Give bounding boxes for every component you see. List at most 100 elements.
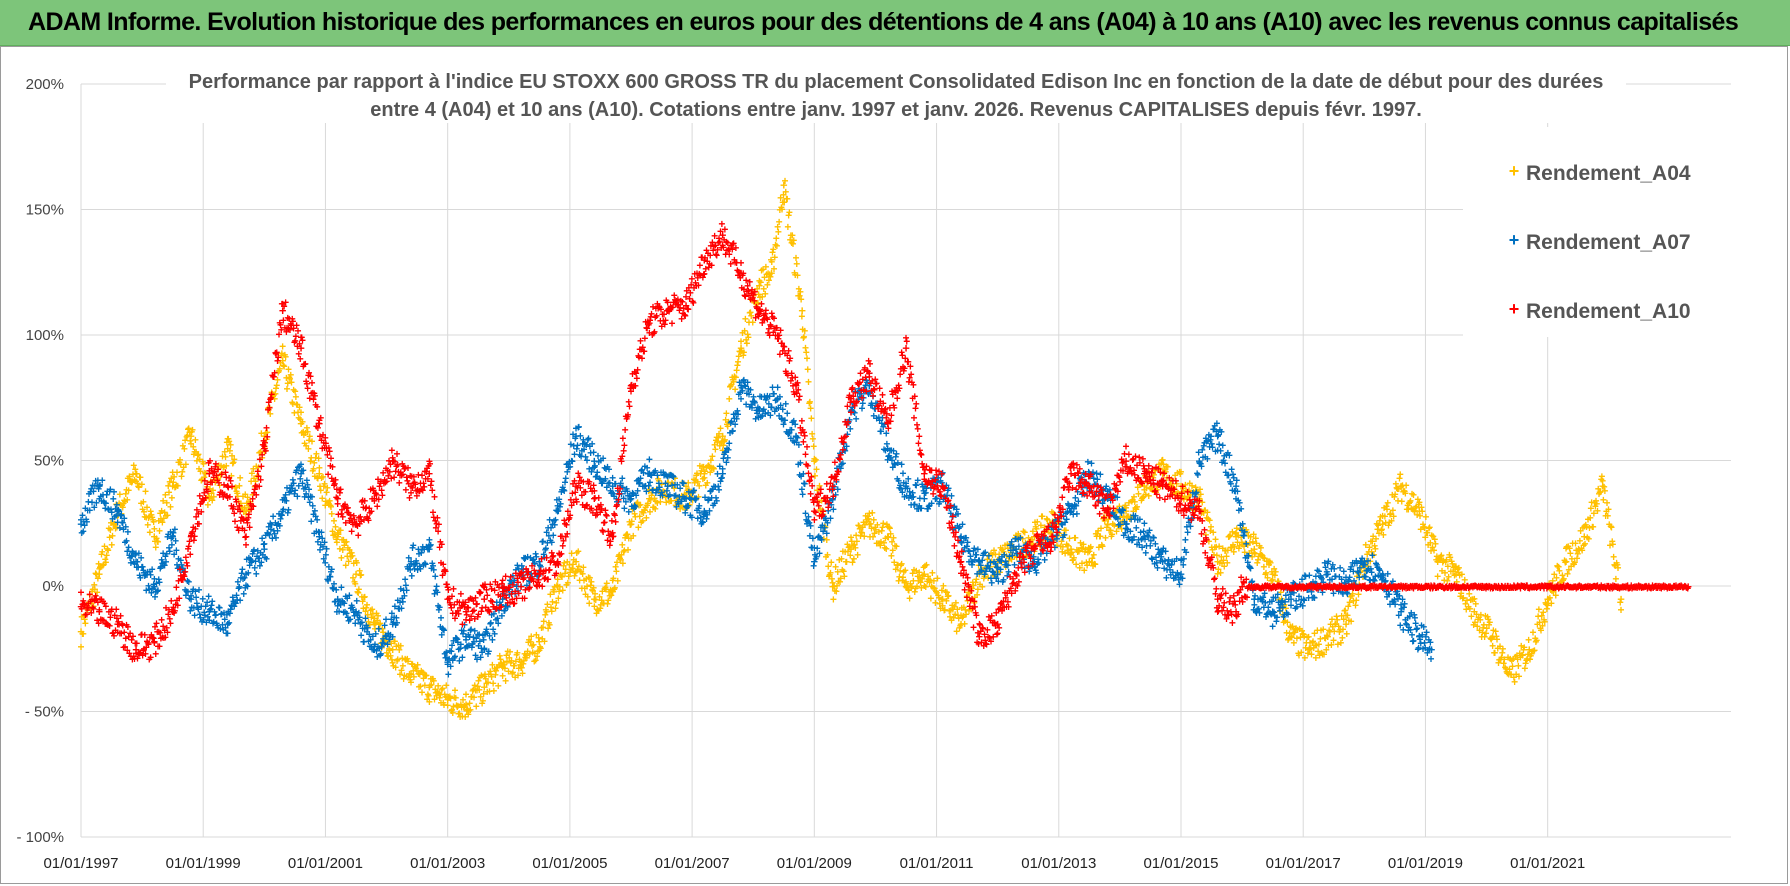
scatter-mark-Rendement_A04-1153: + <box>923 558 930 572</box>
scatter-mark-Rendement_A04-259: + <box>267 392 274 406</box>
scatter-mark-Rendement_A04-166: + <box>199 455 206 469</box>
scatter-mark-Rendement_A04-264: + <box>271 392 278 406</box>
point-Rendement_A04-85: + <box>1617 592 1625 607</box>
scatter-mark-Rendement_A04-69: + <box>128 476 135 490</box>
scatter-mark-Rendement_A04-81: + <box>137 471 144 485</box>
scatter-mark-Rendement_A04-1060: + <box>855 518 862 532</box>
scatter-mark-Rendement_A04-445: + <box>404 652 411 666</box>
scatter-mark-Rendement_A04-291: + <box>291 406 298 420</box>
scatter-mark-Rendement_A04-1389: + <box>1096 529 1103 543</box>
scatter-mark-Rendement_A04-298: + <box>296 401 303 415</box>
scatter-mark-Rendement_A04-140: + <box>180 461 187 475</box>
point-Rendement_A04-67: + <box>1287 629 1295 644</box>
scatter-mark-Rendement_A04-584: + <box>506 651 513 665</box>
scatter-mark-Rendement_A04-266: + <box>273 381 280 395</box>
scatter-mark-Rendement_A04-139: + <box>179 439 186 453</box>
scatter-mark-Rendement_A04-910: + <box>745 330 752 344</box>
scatter-mark-Rendement_A04-1209: + <box>964 594 971 608</box>
scatter-mark-Rendement_A04-1275: + <box>1012 529 1019 543</box>
scatter-mark-Rendement_A04-913: + <box>747 305 754 319</box>
scatter-mark-Rendement_A04-1226: + <box>977 577 984 591</box>
scatter-mark-Rendement_A04-233: + <box>248 466 255 480</box>
scatter-mark-Rendement_A04-229: + <box>245 495 252 509</box>
scatter-mark-Rendement_A04-473: + <box>424 687 431 701</box>
point-Rendement_A04-40: + <box>798 303 806 318</box>
scatter-mark-Rendement_A04-759: + <box>634 496 641 510</box>
scatter-mark-Rendement_A04-1301: + <box>1032 515 1039 529</box>
scatter-mark-Rendement_A04-173: + <box>204 498 211 512</box>
scatter-mark-Rendement_A04-61: + <box>122 487 129 501</box>
scatter-mark-Rendement_A07-1582: + <box>1238 502 1245 516</box>
scatter-mark-Rendement_A04-931: + <box>760 282 767 296</box>
scatter-mark-Rendement_A04-1396: + <box>1101 514 1108 528</box>
scatter-mark-Rendement_A04-877: + <box>721 434 728 448</box>
scatter-mark-Rendement_A04-1305: + <box>1034 531 1041 545</box>
scatter-mark-Rendement_A10-726: + <box>610 529 617 543</box>
scatter-mark-Rendement_A04-1334: + <box>1056 527 1063 541</box>
scatter-mark-Rendement_A04-1279: + <box>1015 529 1022 543</box>
scatter-mark-Rendement_A04-1391: + <box>1098 521 1105 535</box>
scatter-mark-Rendement_A07-283: + <box>285 503 292 517</box>
scatter-mark-Rendement_A04-519: + <box>458 701 465 715</box>
scatter-mark-Rendement_A04-813: + <box>674 496 681 510</box>
scatter-mark-Rendement_A10-260: + <box>268 387 275 401</box>
scatter-mark-Rendement_A04-734: + <box>616 548 623 562</box>
scatter-mark-Rendement_A04-820: + <box>679 475 686 489</box>
scatter-mark-Rendement_A04-630: + <box>539 620 546 634</box>
scatter-mark-Rendement_A04-1156: + <box>925 572 932 586</box>
scatter-mark-Rendement_A04-1087: + <box>875 536 882 550</box>
scatter-mark-Rendement_A04-963: + <box>784 192 791 206</box>
scatter-mark-Rendement_A04-185: + <box>213 472 220 486</box>
scatter-mark-Rendement_A04-1261: + <box>1002 560 1009 574</box>
scatter-mark-Rendement_A04-1326: + <box>1050 507 1057 521</box>
scatter-mark-Rendement_A07-64: + <box>124 525 131 539</box>
point-Rendement_A04-44: + <box>866 516 874 531</box>
scatter-mark-Rendement_A04-495: + <box>440 698 447 712</box>
scatter-mark-Rendement_A04-1411: + <box>1112 505 1119 519</box>
point-Rendement_A04-54: + <box>1049 516 1057 531</box>
scatter-mark-Rendement_A04-481: + <box>430 674 437 688</box>
scatter-mark-Rendement_A04-1120: + <box>899 574 906 588</box>
scatter-mark-Rendement_A04-607: + <box>523 648 530 662</box>
scatter-mark-Rendement_A04-1095: + <box>880 536 887 550</box>
scatter-mark-Rendement_A04-580: + <box>503 648 510 662</box>
scatter-mark-Rendement_A04-145: + <box>184 429 191 443</box>
scatter-mark-Rendement_A04-251: + <box>262 441 269 455</box>
scatter-mark-Rendement_A04-540: + <box>473 684 480 698</box>
scatter-mark-Rendement_A04-740: + <box>620 545 627 559</box>
scatter-mark-Rendement_A04-838: + <box>692 474 699 488</box>
scatter-mark-Rendement_A04-1154: + <box>924 574 931 588</box>
scatter-mark-Rendement_A04-864: + <box>711 438 718 452</box>
scatter-mark-Rendement_A04-134: + <box>176 455 183 469</box>
scatter-mark-Rendement_A10-492: + <box>438 538 445 552</box>
scatter-mark-Rendement_A04-1292: + <box>1025 531 1032 545</box>
scatter-mark-Rendement_A04-749: + <box>627 518 634 532</box>
scatter-mark-Rendement_A04-1063: + <box>857 529 864 543</box>
scatter-mark-Rendement_A04-921: + <box>753 298 760 312</box>
scatter-mark-Rendement_A04-700: + <box>591 599 598 613</box>
scatter-mark-Rendement_A04-443: + <box>402 653 409 667</box>
scatter-mark-Rendement_A04-281: + <box>284 382 291 396</box>
scatter-mark-Rendement_A04-577: + <box>501 658 508 672</box>
scatter-mark-Rendement_A04-377: + <box>354 585 361 599</box>
scatter-mark-Rendement_A04-954: + <box>777 191 784 205</box>
scatter-mark-Rendement_A04-1040: + <box>840 564 847 578</box>
scatter-mark-Rendement_A04-935: + <box>763 268 770 282</box>
scatter-mark-Rendement_A04-1002: + <box>812 453 819 467</box>
scatter-mark-Rendement_A04-1193: + <box>952 596 959 610</box>
x-tick-label-10: 01/01/2017 <box>1266 855 1341 872</box>
scatter-mark-Rendement_A04-409: + <box>377 637 384 651</box>
scatter-mark-Rendement_A04-101: + <box>152 535 159 549</box>
point-Rendement_A04-42: + <box>829 579 837 594</box>
scatter-mark-Rendement_A04-1178: + <box>941 603 948 617</box>
scatter-mark-Rendement_A04-60: + <box>121 495 128 509</box>
scatter-mark-Rendement_A04-693: + <box>586 596 593 610</box>
scatter-mark-Rendement_A04-54: + <box>117 498 124 512</box>
scatter-mark-Rendement_A04-1286: + <box>1021 551 1028 565</box>
scatter-mark-Rendement_A04-720: + <box>605 585 612 599</box>
scatter-mark-Rendement_A04-695: + <box>587 578 594 592</box>
point-Rendement_A04-68: + <box>1306 642 1314 657</box>
scatter-mark-Rendement_A04-1315: + <box>1042 525 1049 539</box>
scatter-mark-Rendement_A04-889: + <box>729 373 736 387</box>
scatter-mark-Rendement_A04-1333: + <box>1055 518 1062 532</box>
